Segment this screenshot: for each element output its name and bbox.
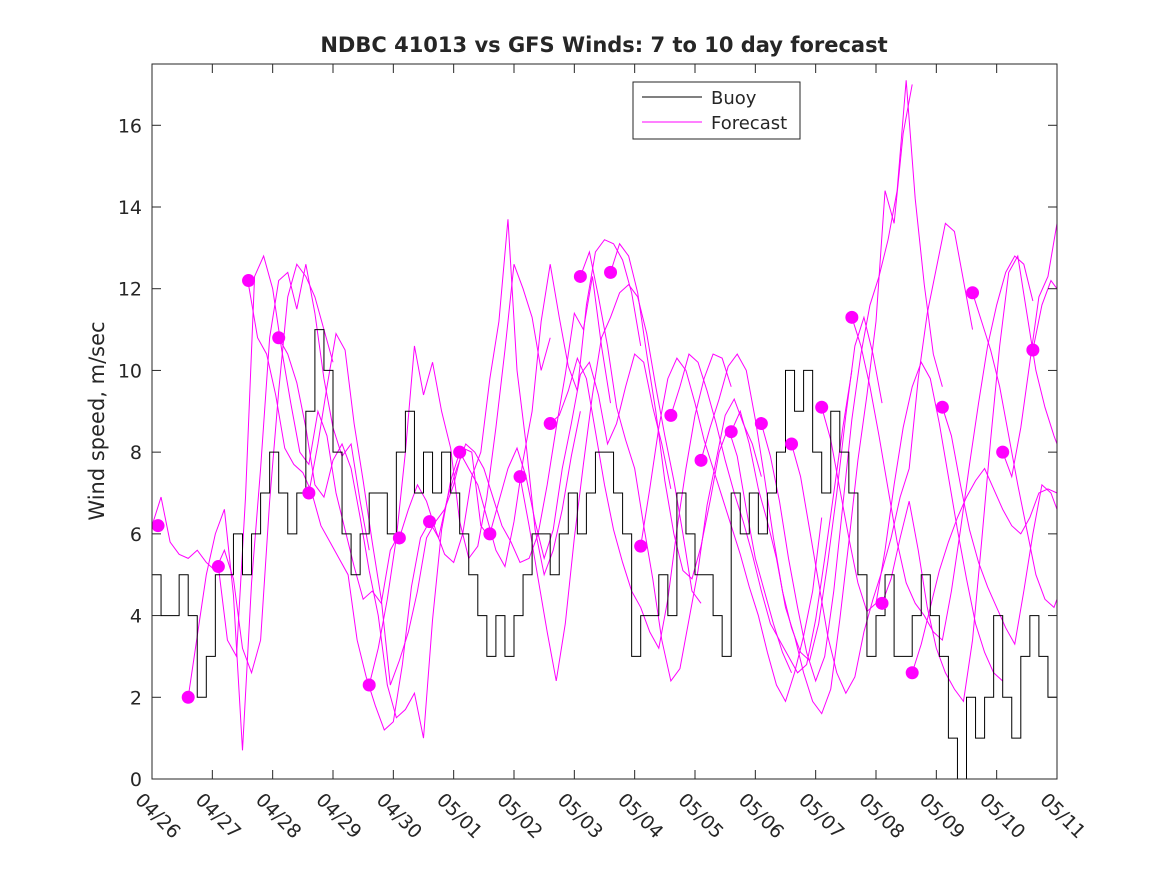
forecast-marker bbox=[513, 470, 527, 484]
forecast-marker bbox=[483, 527, 497, 541]
forecast-marker bbox=[785, 437, 799, 451]
axes-box bbox=[151, 63, 1058, 780]
legend: Buoy Forecast bbox=[632, 81, 801, 140]
forecast-marker bbox=[664, 408, 678, 422]
forecast-marker bbox=[453, 445, 467, 459]
y-tick-label: 16 bbox=[118, 115, 142, 137]
forecast-marker bbox=[1026, 343, 1040, 357]
forecast-series-line-26 bbox=[941, 407, 1058, 646]
forecast-marker bbox=[996, 445, 1010, 459]
forecast-marker bbox=[724, 425, 738, 439]
forecast-marker bbox=[604, 265, 618, 279]
forecast-series-line-5 bbox=[278, 337, 461, 739]
forecast-series-line-23 bbox=[851, 255, 1034, 642]
forecast-series-line-29 bbox=[1032, 279, 1058, 351]
forecast-marker bbox=[362, 678, 376, 692]
y-tick-label: 12 bbox=[118, 279, 142, 301]
forecast-series-line-14 bbox=[579, 250, 762, 683]
y-tick-label: 10 bbox=[118, 360, 142, 382]
forecast-marker bbox=[242, 274, 256, 288]
forecast-series-line-19 bbox=[730, 84, 913, 715]
forecast-marker bbox=[573, 269, 587, 283]
forecast-series-line-3 bbox=[217, 254, 400, 659]
forecast-series-line-25 bbox=[911, 467, 1058, 673]
forecast-series-line-22 bbox=[821, 361, 1004, 682]
forecast-series-line-15 bbox=[610, 242, 792, 673]
chart-title: NDBC 41013 vs GFS Winds: 7 to 10 day for… bbox=[320, 33, 887, 57]
forecast-marker bbox=[151, 519, 165, 533]
forecast-series-line-17 bbox=[670, 353, 853, 674]
y-tick-label: 0 bbox=[130, 769, 142, 791]
y-tick-label: 14 bbox=[118, 197, 142, 219]
y-axis-label: Wind speed, m/sec bbox=[85, 321, 109, 520]
forecast-marker bbox=[694, 453, 708, 467]
y-tick-label: 2 bbox=[130, 687, 142, 709]
forecast-marker bbox=[875, 596, 889, 610]
forecast-lines bbox=[151, 80, 1058, 751]
forecast-marker bbox=[272, 331, 286, 345]
forecast-marker bbox=[211, 560, 225, 574]
forecast-marker bbox=[935, 400, 949, 414]
forecast-marker bbox=[302, 486, 316, 500]
legend-label-buoy: Buoy bbox=[711, 88, 757, 109]
forecast-marker bbox=[181, 690, 195, 704]
buoy-line bbox=[152, 329, 1058, 780]
forecast-marker bbox=[845, 310, 859, 324]
forecast-series-line-2 bbox=[187, 264, 370, 751]
y-tick-label: 4 bbox=[130, 606, 142, 628]
forecast-series-line-11 bbox=[489, 353, 672, 561]
forecast-series-line-13 bbox=[549, 353, 732, 650]
forecast-marker bbox=[905, 666, 919, 680]
forecast-series-line-12 bbox=[519, 283, 702, 682]
forecast-series-line-28 bbox=[1002, 223, 1058, 479]
y-axis-ticks: 0 2 4 6 8 10 12 14 16 bbox=[118, 115, 1057, 791]
forecast-series-line-20 bbox=[760, 80, 943, 683]
legend-label-forecast: Forecast bbox=[711, 113, 787, 134]
forecast-series-line-4 bbox=[248, 284, 430, 731]
forecast-series-line-9 bbox=[429, 276, 612, 564]
forecast-marker bbox=[815, 400, 829, 414]
forecast-marker bbox=[423, 515, 437, 529]
y-tick-label: 6 bbox=[130, 524, 142, 546]
y-tick-label: 8 bbox=[130, 442, 142, 464]
forecast-marker bbox=[966, 286, 980, 300]
forecast-series-line-27 bbox=[972, 292, 1058, 609]
forecast-marker bbox=[754, 417, 768, 431]
forecast-markers bbox=[151, 265, 1040, 704]
forecast-marker bbox=[634, 539, 648, 553]
forecast-marker bbox=[392, 531, 406, 545]
forecast-series-line-1 bbox=[151, 263, 334, 675]
forecast-marker bbox=[543, 417, 557, 431]
legend-box bbox=[632, 81, 801, 140]
buoy-series-line bbox=[152, 329, 1058, 780]
